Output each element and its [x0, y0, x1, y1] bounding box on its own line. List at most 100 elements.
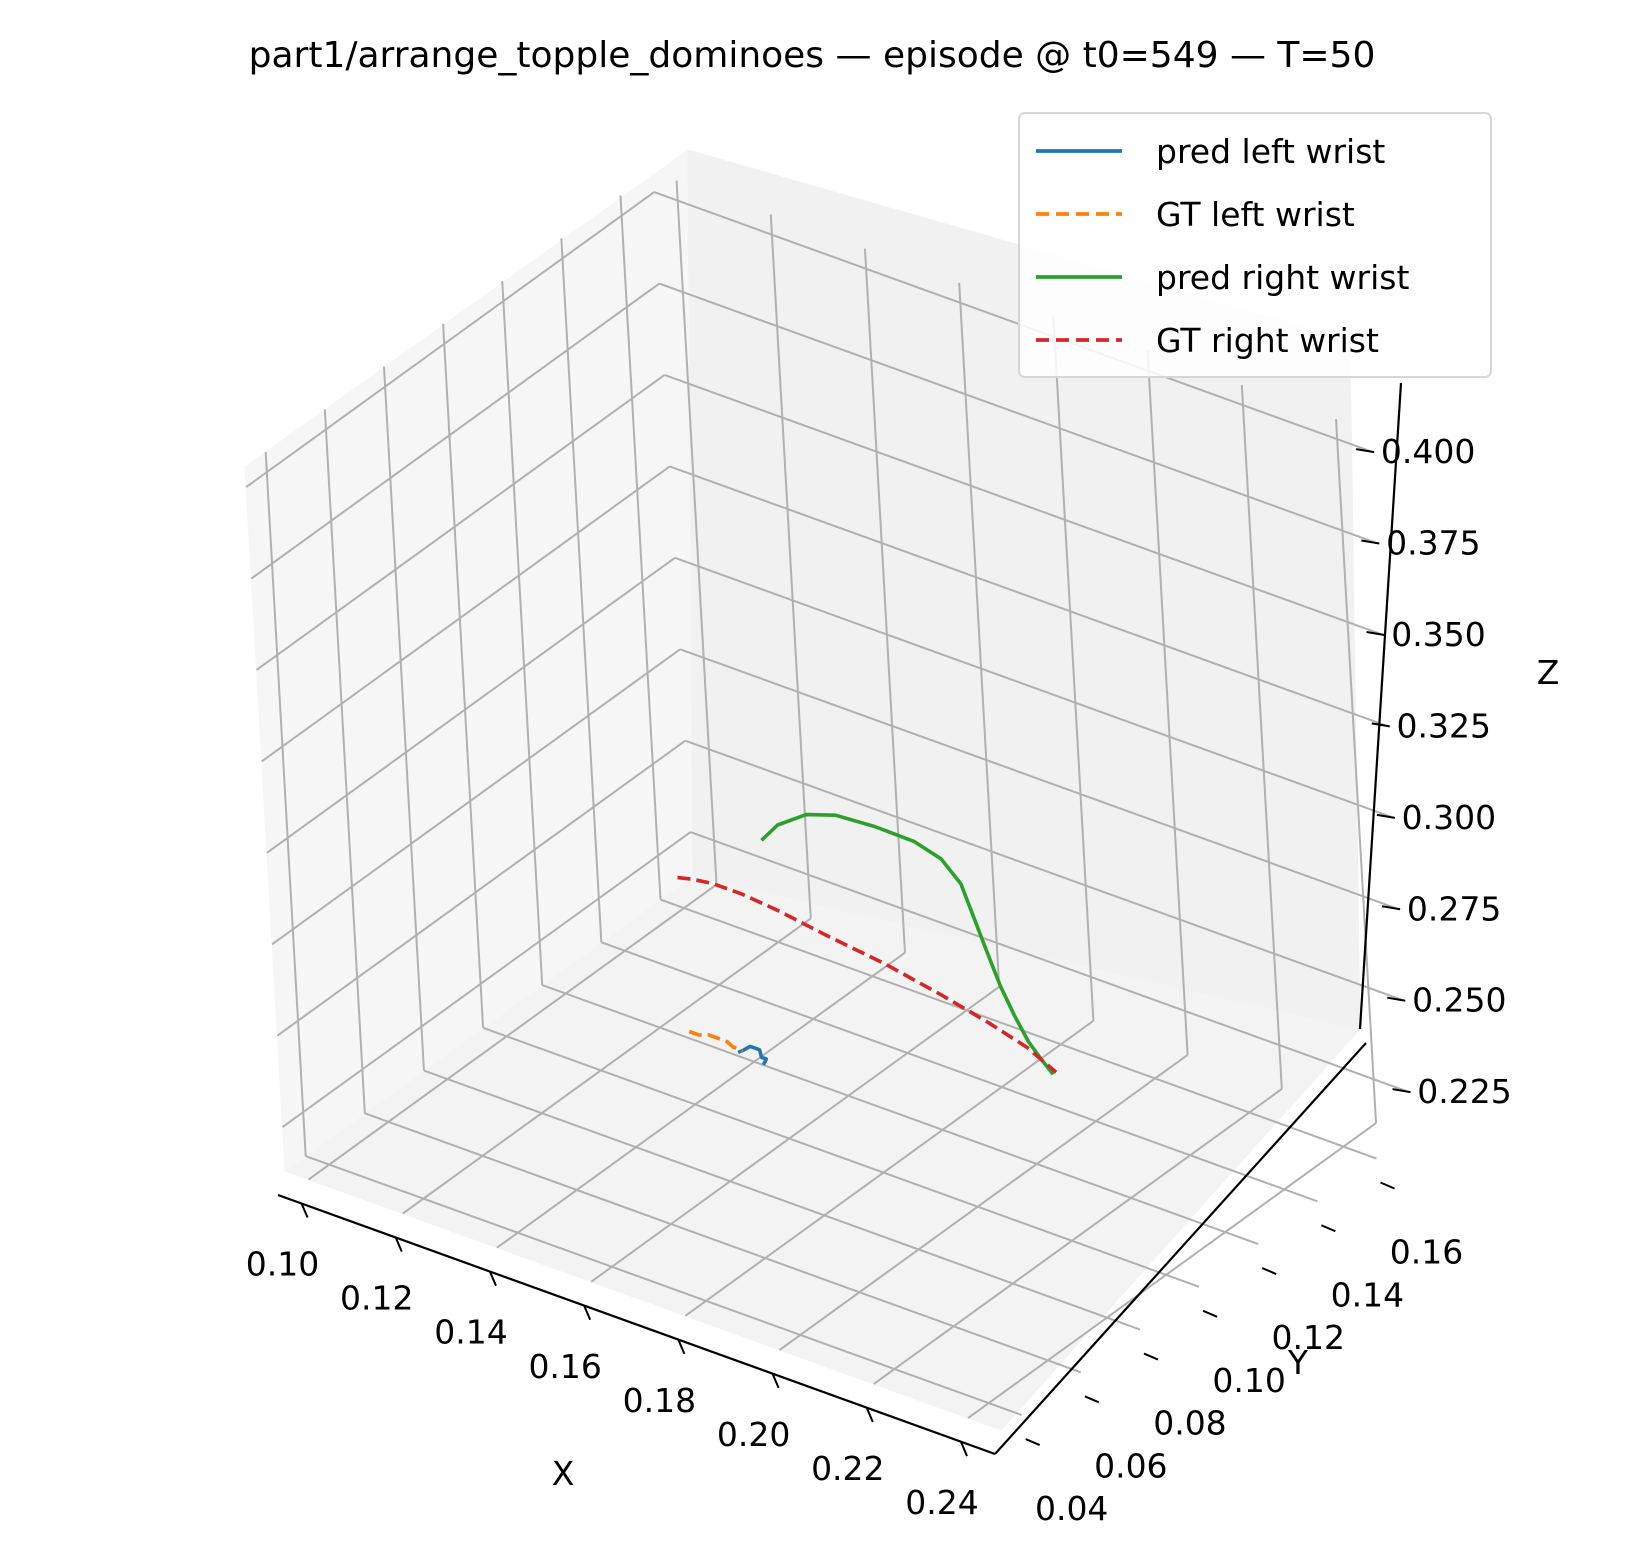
- legend-label: GT left wrist: [1156, 195, 1355, 234]
- z-tick-label: 0.400: [1381, 432, 1475, 471]
- z-tick-label: 0.275: [1407, 889, 1501, 928]
- grid-line-y-leftwall: [264, 451, 307, 1157]
- legend-label: pred left wrist: [1156, 132, 1385, 171]
- grid-line-z-leftwall: [281, 831, 692, 1128]
- grid-line-z-backwall: [658, 282, 1376, 544]
- grid-line-x-floor: [779, 1054, 1189, 1351]
- x-tick-label: 0.16: [528, 1347, 601, 1386]
- grid-line-z-backwall: [679, 648, 1397, 910]
- x-tick-mark: [865, 1407, 874, 1423]
- grid-line-y-leftwall: [323, 409, 366, 1114]
- x-tick-mark: [583, 1305, 592, 1321]
- z-tick-label: 0.350: [1391, 615, 1485, 654]
- grid-line-y-leftwall: [382, 366, 425, 1071]
- grid-line-y-leftwall: [501, 280, 544, 986]
- grid-line-y-floor: [601, 941, 1318, 1203]
- y-tick-label: 0.04: [1035, 1489, 1108, 1528]
- y-tick-label: 0.08: [1153, 1404, 1226, 1443]
- y-tick-mark: [1380, 1181, 1395, 1190]
- series-line-3: [760, 812, 1055, 1076]
- grid-line-z-leftwall: [266, 557, 676, 854]
- grid-line-z-backwall: [653, 191, 1371, 453]
- z-tick-mark: [1392, 1088, 1411, 1094]
- x-tick-label: 0.20: [717, 1415, 790, 1454]
- grid-line-y-leftwall: [442, 323, 485, 1028]
- grid-line-y-floor: [541, 984, 1259, 1245]
- z-tick-label: 0.325: [1396, 706, 1490, 745]
- y-tick-mark: [1025, 1438, 1041, 1446]
- grid-line-y-floor: [660, 898, 1377, 1160]
- x-tick-label: 0.14: [434, 1313, 507, 1352]
- grid-line-x-backwall: [1335, 419, 1378, 1124]
- grid-line-z-leftwall: [255, 374, 666, 671]
- grid-line-x-backwall: [675, 180, 718, 885]
- grid-line-x-floor: [684, 1020, 1094, 1317]
- grid-line-y-leftwall: [619, 195, 662, 900]
- grid-line-x-floor: [873, 1088, 1283, 1385]
- grid-line-x-backwall: [769, 214, 812, 919]
- z-axis-line: [1358, 382, 1403, 1030]
- z-tick-label: 0.250: [1412, 981, 1506, 1020]
- x-tick-label: 0.10: [246, 1245, 319, 1284]
- grid-line-y-floor: [482, 1026, 1200, 1288]
- x-tick-label: 0.12: [340, 1279, 413, 1318]
- grid-line-z-leftwall: [250, 282, 660, 580]
- grid-line-x-floor: [496, 951, 906, 1249]
- y-axis-label: Y: [1287, 1343, 1309, 1382]
- x-tick-mark: [489, 1271, 497, 1287]
- z-tick-mark: [1361, 539, 1380, 545]
- y-tick-label: 0.06: [1094, 1446, 1167, 1485]
- grid-line-z-backwall: [684, 739, 1402, 1001]
- y-tick-mark: [1084, 1395, 1100, 1404]
- y-axis-line: [994, 1042, 1367, 1455]
- grid-line-z-backwall: [664, 374, 1381, 635]
- z-tick-mark: [1387, 996, 1406, 1002]
- grid-line-y-floor: [364, 1112, 1082, 1374]
- series-line-4: [677, 875, 1058, 1074]
- x-tick-mark: [960, 1441, 968, 1457]
- legend-label: pred right wrist: [1156, 258, 1409, 297]
- legend-label: GT right wrist: [1156, 321, 1379, 360]
- z-axis-label: Z: [1537, 653, 1560, 692]
- y-tick-label: 0.14: [1331, 1275, 1404, 1314]
- grid-line-x-floor: [307, 883, 718, 1181]
- legend-entries: pred left wrist GT left wrist pred right w…: [1036, 132, 1409, 360]
- grid-line-y-leftwall: [560, 238, 603, 943]
- y-tick-mark: [1143, 1352, 1159, 1361]
- y-tick-label: 0.16: [1390, 1233, 1463, 1272]
- y-tick-mark: [1320, 1224, 1336, 1233]
- grid-line-z-leftwall: [245, 191, 655, 488]
- grid-line-y-floor: [305, 1155, 1023, 1416]
- x-tick-label: 0.22: [811, 1449, 884, 1488]
- grid-line-z-backwall: [669, 465, 1387, 727]
- y-axis-ticks: 0.04 0.060.08 0.10 0.12 0.140.16: [1025, 1181, 1463, 1528]
- grid-line-x-backwall: [1240, 384, 1283, 1090]
- grid-line-z-leftwall: [271, 648, 681, 946]
- grid-line-x-floor: [590, 985, 1000, 1283]
- grid-line-x-floor: [967, 1122, 1377, 1419]
- series-line-1: [737, 1044, 769, 1066]
- z-tick-label: 0.375: [1386, 524, 1480, 563]
- x-axis-ticks: 0.10 0.12 0.14 0.16 0.18 0.20 0.22 0.24: [246, 1203, 979, 1522]
- legend: pred left wrist GT left wrist pred right w…: [1018, 112, 1492, 378]
- grid-line-z-leftwall: [276, 739, 686, 1037]
- x-tick-mark: [771, 1373, 780, 1389]
- z-tick-label: 0.225: [1417, 1072, 1511, 1111]
- grid-line-x-backwall: [1146, 350, 1189, 1055]
- series-line-2: [688, 1029, 744, 1053]
- z-tick-label: 0.300: [1402, 798, 1496, 837]
- z-tick-mark: [1376, 813, 1396, 819]
- z-tick-mark: [1371, 722, 1390, 728]
- grid-line-z-backwall: [674, 556, 1392, 818]
- z-tick-mark: [1366, 630, 1385, 636]
- x-axis-line: [277, 1193, 996, 1456]
- x-tick-label: 0.18: [623, 1381, 696, 1420]
- grid-line-y-floor: [423, 1069, 1141, 1331]
- x-axis-label: X: [552, 1454, 575, 1493]
- grid-lines: [245, 180, 1407, 1419]
- x-tick-mark: [394, 1237, 403, 1252]
- y-tick-label: 0.12: [1271, 1318, 1344, 1357]
- z-tick-mark: [1355, 448, 1375, 454]
- series-lines: [677, 812, 1058, 1076]
